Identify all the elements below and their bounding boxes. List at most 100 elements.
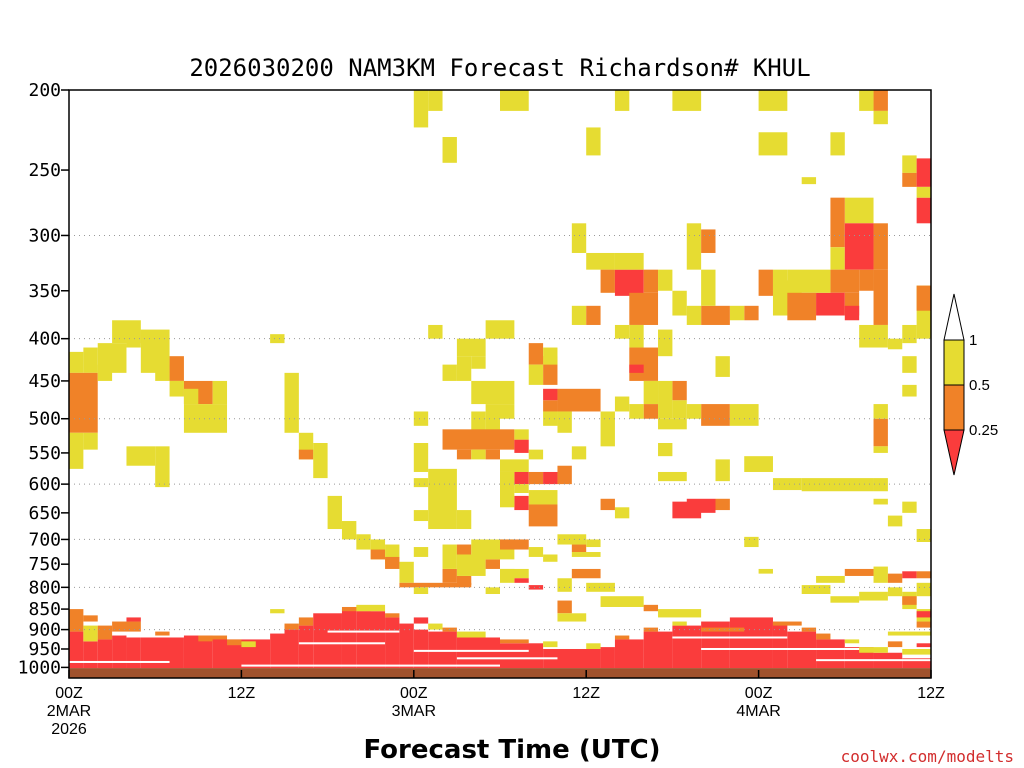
ri-cell-223 <box>69 609 84 632</box>
ri-cell-11 <box>758 132 788 156</box>
ri-cell-16 <box>916 158 931 187</box>
ri-cell-1 <box>428 90 443 111</box>
x-tick-label-2-0: 00Z <box>400 685 428 702</box>
ri-cell-224 <box>83 641 98 669</box>
ri-cell-234 <box>155 631 170 636</box>
ri-cell-285 <box>859 647 888 653</box>
ri-cell-98 <box>514 439 529 453</box>
ri-cell-39 <box>701 305 730 325</box>
ri-cell-105 <box>413 478 429 488</box>
ri-cell-46 <box>586 252 615 270</box>
x-tick-label-0-2: 2026 <box>51 721 87 738</box>
ri-cell-238 <box>227 639 242 646</box>
ri-cell-81 <box>600 411 615 447</box>
ri-cell-254 <box>413 629 429 669</box>
ri-cell-114 <box>514 484 529 493</box>
streak-5 <box>672 636 788 639</box>
ri-cell-3 <box>614 90 630 111</box>
ri-cell-164 <box>873 478 888 492</box>
y-tick-label-350: 350 <box>28 281 61 302</box>
ri-cell-168 <box>916 529 931 542</box>
ri-cell-7 <box>873 110 888 125</box>
ri-cell-233 <box>140 637 184 669</box>
ri-cell-157 <box>758 568 773 574</box>
ri-cell-167 <box>887 515 903 527</box>
plot-frame <box>68 89 932 679</box>
ri-cell-216 <box>155 446 170 488</box>
x-tick-label-0-1: 2MAR <box>47 703 91 720</box>
ri-cell-75 <box>528 343 544 365</box>
ri-cell-287 <box>902 648 931 655</box>
ri-cell-171 <box>873 446 888 453</box>
ri-cell-253 <box>399 623 414 669</box>
ri-cell-268 <box>614 635 630 640</box>
ri-cell-6 <box>873 90 888 111</box>
ri-cell-189 <box>902 596 917 605</box>
ri-cell-88 <box>471 380 515 405</box>
ri-cell-267 <box>614 639 644 669</box>
ri-cell-9 <box>442 137 457 163</box>
ri-cell-5 <box>758 90 788 111</box>
ground-band <box>69 668 931 678</box>
ri-cell-13 <box>801 177 817 185</box>
ri-cell-247 <box>341 609 357 669</box>
ri-cell-54 <box>586 305 601 325</box>
ri-cell-15 <box>902 172 917 187</box>
ri-cell-119 <box>327 495 342 530</box>
ri-cell-143 <box>543 554 558 562</box>
x-tick-label-2-1: 3MAR <box>392 703 436 720</box>
ri-cell-172 <box>902 356 917 373</box>
ri-cell-242 <box>284 629 299 669</box>
ri-cell-239 <box>241 641 256 648</box>
streak-0 <box>69 660 170 663</box>
ri-cell-240 <box>270 633 285 669</box>
cell-layer <box>69 90 931 669</box>
ri-cell-283 <box>844 639 860 644</box>
ri-cell-62 <box>672 380 687 401</box>
y-tick-label-900: 900 <box>28 620 61 641</box>
ri-cell-155 <box>586 539 601 548</box>
ri-cell-103 <box>413 442 429 472</box>
ri-cell-59 <box>658 329 673 357</box>
ri-cell-120 <box>341 521 357 540</box>
x-tick-label-4-0: 00Z <box>745 685 773 702</box>
ri-cell-65 <box>701 404 730 426</box>
ri-cell-107 <box>514 471 529 485</box>
ri-cell-78 <box>543 400 558 412</box>
ri-cell-250 <box>356 604 386 612</box>
x-tick-label-3-0: 12Z <box>572 685 600 702</box>
ri-cell-277 <box>772 621 802 626</box>
ri-cell-21 <box>830 247 845 270</box>
ri-cell-256 <box>428 623 443 630</box>
ri-cell-151 <box>586 582 615 592</box>
x-tick-label-1-0: 12Z <box>228 685 256 702</box>
x-tick-label-5-0: 12Z <box>917 685 945 702</box>
ri-cell-131 <box>456 575 472 586</box>
ri-cell-61 <box>643 404 659 419</box>
ri-cell-229 <box>112 635 127 669</box>
ri-cell-53 <box>571 305 587 325</box>
ri-cell-231 <box>112 621 141 632</box>
ri-cell-27 <box>844 305 860 321</box>
ri-cell-215 <box>126 446 156 466</box>
ri-cell-137 <box>500 539 529 550</box>
ri-cell-85 <box>456 356 472 381</box>
ri-cell-91 <box>471 411 486 433</box>
ri-cell-28 <box>859 269 874 291</box>
ri-cell-92 <box>413 411 429 426</box>
ri-cell-255 <box>413 617 429 624</box>
ri-cell-86 <box>471 356 486 369</box>
ri-cell-289 <box>916 621 931 628</box>
ri-cell-165 <box>873 498 888 505</box>
ri-cell-66 <box>686 404 702 419</box>
ri-cell-87 <box>442 364 457 381</box>
streak-2 <box>327 630 400 633</box>
ri-cell-23 <box>873 223 888 270</box>
streak-4 <box>456 657 558 660</box>
ri-cell-206 <box>69 432 84 469</box>
ri-cell-41 <box>701 269 716 306</box>
credit-text: coolwx.com/modelts <box>841 747 1014 766</box>
ri-cell-144 <box>571 544 587 553</box>
ri-cell-49 <box>643 269 659 293</box>
